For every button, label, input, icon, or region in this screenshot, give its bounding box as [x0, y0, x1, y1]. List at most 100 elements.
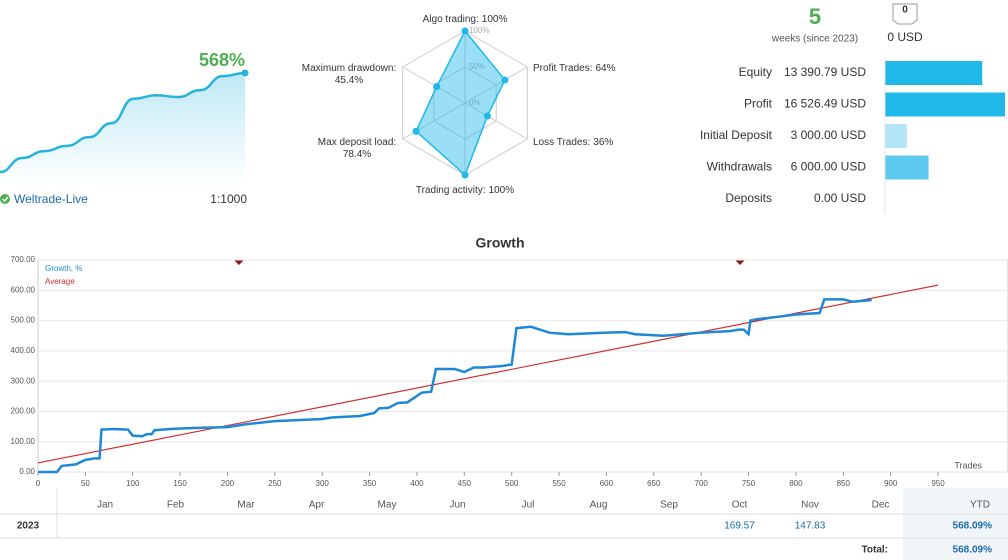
stat-bar: [885, 155, 929, 180]
check: [1, 196, 9, 203]
ytd-header: YTD: [970, 500, 990, 511]
month-header: Jun: [449, 500, 465, 511]
radar-category: Max deposit load:: [318, 137, 396, 148]
radar-tick-label: 100%: [469, 26, 489, 35]
radar-tick-label: 50%: [469, 62, 485, 71]
stat-value: 13 390.79 USD: [784, 65, 866, 79]
month-header: Jul: [522, 500, 535, 511]
month-value: 147.83: [795, 521, 826, 532]
radar-category: Loss Trades:: [533, 137, 590, 148]
y-tick-label: 600.00: [11, 285, 36, 294]
radar-label: Max deposit load: 78.4%: [318, 137, 396, 160]
radar-category: Trading activity:: [416, 185, 486, 196]
radar-category: Profit Trades:: [533, 63, 592, 74]
x-tick-label: 650: [647, 479, 661, 488]
month-header: Mar: [237, 500, 255, 511]
leverage: 1:1000: [210, 192, 247, 206]
radar-spoke: [464, 102, 528, 140]
x-tick-label: 950: [931, 479, 945, 488]
x-tick-label: 150: [173, 479, 187, 488]
radar-value: 100%: [489, 185, 515, 196]
month-header: Aug: [590, 500, 608, 511]
sparkline-area: [0, 73, 245, 184]
plot-frame: [37, 259, 1008, 473]
total-value: 568.09%: [953, 545, 993, 556]
x-tick-label: 250: [268, 479, 282, 488]
stat-value: 6 000.00 USD: [791, 160, 867, 174]
month-header: May: [378, 500, 397, 511]
x-tick-label: 100: [126, 479, 140, 488]
month-header: Nov: [801, 500, 819, 511]
chart-title: Growth: [476, 235, 525, 251]
radar-label: Trading activity: 100%: [416, 185, 514, 196]
series-line: [38, 298, 872, 474]
total-label: Total:: [862, 545, 888, 556]
series-line: [37, 284, 939, 464]
x-tick-label: 350: [363, 479, 377, 488]
month-header: Jan: [97, 500, 113, 511]
month-value: 169.57: [724, 521, 755, 532]
x-tick-label: 300: [316, 479, 330, 488]
sparkline: [0, 71, 246, 174]
stat-label: Initial Deposit: [700, 128, 773, 142]
stat-value: 16 526.49 USD: [784, 97, 866, 111]
radar-point: [501, 76, 509, 84]
y-tick-label: 0.00: [19, 467, 35, 476]
growth-value: 568%: [199, 50, 245, 70]
x-tick-label: 700: [694, 479, 708, 488]
month-header: Apr: [309, 500, 325, 511]
radar-spoke: [402, 102, 466, 140]
stat-bar: [885, 61, 983, 85]
radar-value: 36%: [593, 137, 613, 148]
y-tick-label: 200.00: [11, 407, 36, 416]
radar-tick-label: 0%: [469, 98, 481, 107]
radar-label: Algo trading: 100%: [423, 14, 508, 25]
weeks-label: weeks (since 2023): [771, 34, 858, 45]
radar-label: Maximum drawdown: 45.4%: [302, 63, 396, 86]
stat-label: Deposits: [725, 191, 772, 205]
y-tick-label: 700.00: [11, 255, 36, 264]
radar-value: 100%: [482, 14, 508, 25]
x-tick-label: 600: [600, 479, 614, 488]
marker: [234, 260, 244, 265]
stat-value: 3 000.00 USD: [791, 128, 867, 142]
ytd-value: 568.09%: [953, 521, 993, 532]
ytd-column: [903, 488, 1008, 560]
radar-point: [412, 127, 420, 135]
legend-entry: Average: [45, 277, 75, 286]
radar-point: [433, 83, 441, 91]
subscriber-icon: [892, 3, 918, 25]
radar-label: Loss Trades: 36%: [533, 137, 613, 148]
stat-label: Withdrawals: [707, 160, 772, 174]
radar-point: [483, 112, 491, 120]
x-tick-label: 900: [884, 479, 898, 488]
month-header: Feb: [167, 500, 185, 511]
x-tick-label: 50: [81, 479, 90, 488]
stat-value: 0.00 USD: [814, 191, 866, 205]
x-tick-label: 400: [410, 479, 424, 488]
x-tick-label: 550: [552, 479, 566, 488]
radar-label: Profit Trades: 64%: [533, 63, 616, 74]
stat-label: Equity: [739, 65, 772, 79]
stat-label: Profit: [744, 97, 773, 111]
x-axis-label: Trades: [954, 460, 982, 470]
radar-point: [461, 27, 469, 35]
x-tick-label: 200: [221, 479, 235, 488]
radar-value: 78.4%: [343, 149, 371, 160]
stat-bar: [885, 92, 1005, 117]
subscribers-value: 0 USD: [887, 30, 923, 44]
month-header: Dec: [872, 500, 890, 511]
sparkline-end: [241, 69, 249, 77]
x-tick-label: 750: [742, 479, 756, 488]
broker-name[interactable]: Weltrade-Live: [14, 192, 88, 206]
month-header: Oct: [732, 500, 748, 511]
weeks-value: 5: [809, 4, 821, 29]
x-tick-label: 500: [505, 479, 519, 488]
legend-entry: Growth, %: [45, 264, 82, 273]
y-tick-label: 300.00: [11, 376, 36, 385]
y-tick-label: 100.00: [11, 437, 36, 446]
y-tick-label: 400.00: [11, 346, 36, 355]
x-tick-label: 850: [837, 479, 851, 488]
marker: [735, 260, 745, 265]
radar-point: [461, 171, 469, 179]
